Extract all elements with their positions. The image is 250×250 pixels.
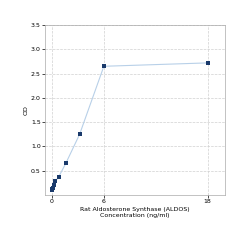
Point bbox=[54, 180, 58, 184]
Point bbox=[50, 187, 54, 191]
Point bbox=[51, 186, 55, 190]
Point bbox=[52, 183, 56, 187]
Point bbox=[50, 188, 54, 192]
Point bbox=[206, 61, 210, 65]
Point bbox=[78, 132, 82, 136]
Y-axis label: OD: OD bbox=[23, 105, 28, 115]
Point bbox=[102, 64, 106, 68]
X-axis label: Rat Aldosterone Synthase (ALDOS)
Concentration (ng/ml): Rat Aldosterone Synthase (ALDOS) Concent… bbox=[80, 207, 190, 218]
Point bbox=[64, 162, 68, 166]
Point bbox=[57, 174, 61, 178]
